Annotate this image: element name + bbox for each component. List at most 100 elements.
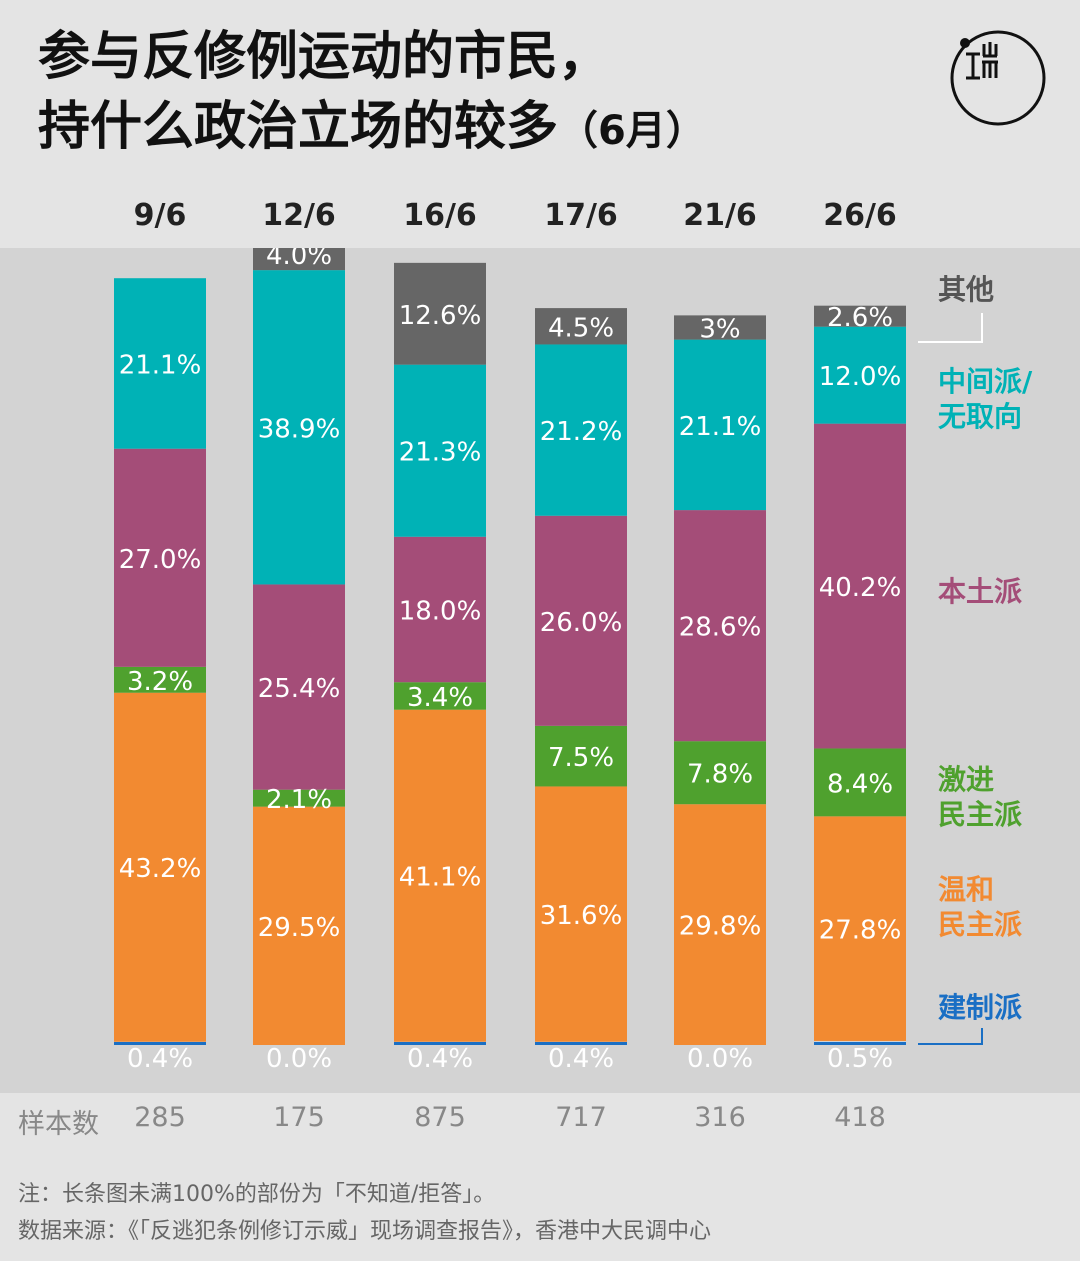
data-label: 12.0% bbox=[819, 362, 902, 392]
bar-segment bbox=[535, 786, 627, 1042]
data-label: 21.2% bbox=[540, 417, 623, 447]
bar-segment bbox=[394, 262, 486, 365]
data-label: 4.5% bbox=[548, 313, 614, 343]
footnotes: 注：长条图未满100%的部份为「不知道/拒答」。 数据来源：《「反逃犯条例修订示… bbox=[18, 1176, 711, 1250]
data-label: 7.8% bbox=[687, 760, 753, 790]
legend-connector-line bbox=[918, 313, 983, 343]
bar-segment bbox=[394, 682, 486, 710]
data-label: 28.6% bbox=[679, 613, 762, 643]
bar-segment bbox=[253, 584, 345, 790]
data-label: 41.1% bbox=[399, 863, 482, 893]
bar-segment bbox=[114, 1042, 206, 1045]
data-label: 21.3% bbox=[399, 438, 482, 468]
date-header-row: 9/6 12/6 16/6 17/6 21/6 26/6 bbox=[0, 190, 1080, 246]
date-label: 16/6 bbox=[403, 198, 477, 233]
data-label: 0.4% bbox=[127, 1044, 193, 1074]
bar-segment bbox=[253, 248, 345, 271]
data-label: 27.8% bbox=[819, 916, 902, 946]
sample-size-row: 样本数 285 175 875 717 316 418 bbox=[0, 1094, 1080, 1154]
data-label: 3.2% bbox=[127, 667, 193, 697]
data-label: 0.5% bbox=[827, 1044, 893, 1074]
bar-segment bbox=[114, 692, 206, 1042]
legend-entry: 其他 bbox=[938, 273, 995, 306]
note-text: 注：长条图未满100%的部份为「不知道/拒答」。 bbox=[18, 1182, 496, 1207]
bar-segment bbox=[114, 448, 206, 667]
bar-segment bbox=[814, 748, 906, 817]
data-label: 0.0% bbox=[266, 1044, 332, 1074]
bar-segment bbox=[394, 364, 486, 537]
bar-segment bbox=[535, 308, 627, 345]
data-label: 27.0% bbox=[119, 545, 202, 575]
bar-segment bbox=[394, 536, 486, 683]
date-label: 21/6 bbox=[683, 198, 757, 233]
data-label: 29.8% bbox=[679, 912, 762, 942]
data-label: 21.1% bbox=[119, 350, 202, 380]
data-label: 26.0% bbox=[540, 608, 623, 638]
sample-size-value: 875 bbox=[414, 1102, 466, 1133]
data-label: 25.4% bbox=[258, 674, 341, 704]
data-label: 2.1% bbox=[266, 785, 332, 815]
bar-segment bbox=[814, 326, 906, 424]
title-line-1: 参与反修例运动的市民， bbox=[38, 27, 611, 87]
bar-segment bbox=[253, 270, 345, 585]
data-label: 38.9% bbox=[258, 414, 341, 444]
date-label: 17/6 bbox=[544, 198, 618, 233]
legend-entry: 温和 民主派 bbox=[938, 873, 1023, 941]
data-label: 0.0% bbox=[687, 1044, 753, 1074]
date-label: 26/6 bbox=[823, 198, 897, 233]
data-label: 31.6% bbox=[540, 901, 623, 931]
sample-size-value: 316 bbox=[694, 1102, 746, 1133]
bar-segment bbox=[674, 339, 766, 511]
data-label: 7.5% bbox=[548, 743, 614, 773]
data-label: 0.4% bbox=[548, 1044, 614, 1074]
data-label: 18.0% bbox=[399, 596, 482, 626]
bar-segment bbox=[674, 741, 766, 805]
data-label: 29.5% bbox=[258, 913, 341, 943]
sample-size-value: 418 bbox=[834, 1102, 886, 1133]
bar-segment bbox=[535, 344, 627, 516]
sample-size-value: 175 bbox=[273, 1102, 325, 1133]
data-label: 12.6% bbox=[399, 301, 482, 331]
legend-entry: 本土派 bbox=[938, 575, 1023, 608]
bar-segment bbox=[394, 1042, 486, 1045]
date-label: 9/6 bbox=[133, 198, 187, 233]
bar-segment bbox=[814, 423, 906, 749]
bar-segment bbox=[674, 315, 766, 340]
chart-title: 参与反修例运动的市民， 持什么政治立场的较多（6月） bbox=[38, 22, 706, 166]
chart-plot-area: 0.4% 43.2% 3.2% 27.0% 21.1% 0.0% 29.5% 2.1% 25.4… bbox=[0, 248, 1080, 1093]
data-label: 43.2% bbox=[119, 854, 202, 884]
date-label: 12/6 bbox=[262, 198, 336, 233]
bar-segment bbox=[253, 789, 345, 807]
title-line-2-sub: （6月） bbox=[558, 108, 706, 154]
stacked-bar-chart: 0.4% 43.2% 3.2% 27.0% 21.1% 0.0% 29.5% 2.1% 25.4… bbox=[114, 248, 983, 1074]
data-label: 40.2% bbox=[819, 573, 902, 603]
legend-entry: 建制派 bbox=[938, 991, 1023, 1024]
bar-segment bbox=[814, 305, 906, 327]
bar-segment bbox=[674, 510, 766, 742]
bar-segment bbox=[535, 725, 627, 787]
brand-logo-icon bbox=[950, 30, 1046, 126]
bar-segment bbox=[535, 1042, 627, 1045]
bar-segment bbox=[394, 709, 486, 1042]
data-label: 21.1% bbox=[679, 412, 762, 442]
bar-segment bbox=[535, 515, 627, 726]
bar-segment bbox=[114, 666, 206, 693]
sample-size-value: 285 bbox=[134, 1102, 186, 1133]
data-label: 8.4% bbox=[827, 769, 893, 799]
sample-size-value: 717 bbox=[555, 1102, 607, 1133]
data-label: 4.0% bbox=[266, 248, 332, 271]
legend-connector-line bbox=[918, 1028, 983, 1045]
bar-segment bbox=[114, 278, 206, 449]
bar-segment bbox=[674, 804, 766, 1045]
legend-entry: 激进 民主派 bbox=[938, 763, 1023, 831]
data-label: 3.4% bbox=[407, 683, 473, 713]
title-line-2-main: 持什么政治立场的较多 bbox=[38, 97, 559, 157]
sample-size-label: 样本数 bbox=[18, 1109, 99, 1140]
bar-segment bbox=[814, 1042, 906, 1045]
data-label: 0.4% bbox=[407, 1044, 473, 1074]
bar-segment bbox=[814, 816, 906, 1041]
data-label: 3% bbox=[699, 314, 740, 344]
source-text: 数据来源：《「反逃犯条例修订示威」现场调查报告》，香港中大民调中心 bbox=[18, 1219, 712, 1244]
legend-entry: 中间派/ 无取向 bbox=[938, 365, 1033, 433]
title-line-2: 持什么政治立场的较多（6月） bbox=[38, 92, 706, 166]
